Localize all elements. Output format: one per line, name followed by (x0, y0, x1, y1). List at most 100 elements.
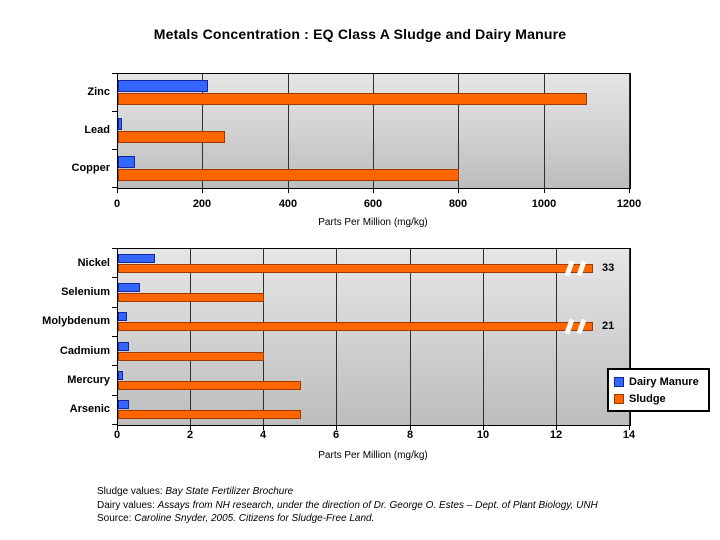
bar-dairy-manure-nickel (118, 254, 155, 263)
bar-value-label-molybdenum: 21 (602, 320, 615, 332)
x-tick-label-200: 200 (192, 198, 212, 210)
x-tick-8 (410, 426, 411, 430)
y-tick-4 (112, 365, 117, 366)
x-tick-1000 (544, 189, 545, 193)
y-tick-2 (112, 307, 117, 308)
x-tick-label-4: 4 (259, 429, 267, 441)
bar-dairy-manure-selenium (118, 283, 140, 292)
gridline-x-600 (373, 74, 374, 188)
x-tick-4 (263, 426, 264, 430)
x-tick-label-2: 2 (186, 429, 194, 441)
bar-dairy-manure-cadmium (118, 342, 129, 351)
bar-dairy-manure-copper (118, 156, 135, 168)
category-label-zinc: Zinc (87, 86, 110, 98)
x-tick-label-14: 14 (622, 429, 636, 441)
bar-sludge-zinc (118, 93, 587, 105)
legend-marker-dairy-manure (614, 376, 624, 387)
gridline-x-4 (263, 249, 264, 425)
x-tick-label-1000: 1000 (531, 198, 557, 210)
footnote-segment: Caroline Snyder, 2005. Citizens for Slud… (134, 513, 375, 524)
footnote-segment: Dairy values: (97, 499, 158, 511)
y-tick-3 (112, 187, 117, 188)
footnote-line-1: Sludge values: Bay State Fertilizer Broc… (97, 485, 598, 499)
bar-sludge-arsenic (118, 410, 301, 419)
footnote-segment: Assays from NH research, under the direc… (157, 499, 598, 511)
legend-item-dairy-manure: Dairy Manure (614, 373, 699, 390)
gridline-x-6 (336, 249, 337, 425)
category-label-cadmium: Cadmium (59, 345, 110, 357)
bar-value-label-nickel: 33 (602, 262, 615, 274)
gridline-x-1000 (544, 74, 545, 188)
y-tick-1 (112, 277, 117, 278)
bar-sludge-nickel (118, 264, 593, 273)
legend-label-sludge: Sludge (629, 392, 666, 405)
y-tick-0 (112, 73, 117, 74)
figure-title: Metals Concentration : EQ Class A Sludge… (153, 26, 567, 42)
x-tick-label-12: 12 (549, 429, 563, 441)
gridline-x-2 (190, 249, 191, 425)
x-tick-14 (629, 426, 630, 430)
bar-dairy-manure-arsenic (118, 400, 129, 409)
x-tick-6 (336, 426, 337, 430)
y-tick-5 (112, 395, 117, 396)
gridline-x-14 (629, 249, 630, 425)
footnote-segment: Bay State Fertilizer Brochure (165, 486, 294, 497)
x-tick-0 (117, 189, 118, 193)
y-tick-3 (112, 336, 117, 337)
bar-dairy-manure-zinc (118, 80, 208, 92)
y-tick-0 (112, 248, 117, 249)
x-tick-1200 (629, 189, 630, 193)
category-label-selenium: Selenium (61, 286, 110, 298)
y-tick-2 (112, 149, 117, 150)
x-tick-label-6: 6 (332, 429, 340, 441)
x-tick-800 (458, 189, 459, 193)
y-tick-1 (112, 111, 117, 112)
x-tick-12 (556, 426, 557, 430)
category-label-arsenic: Arsenic (69, 403, 110, 415)
bar-sludge-selenium (118, 293, 264, 302)
gridline-x-12 (556, 249, 557, 425)
bar-dairy-manure-lead (118, 118, 122, 130)
bar-sludge-molybdenum (118, 322, 593, 331)
x-tick-label-0: 0 (113, 198, 121, 210)
bar-sludge-lead (118, 131, 225, 143)
y-tick-6 (112, 424, 117, 425)
gridline-x-800 (458, 74, 459, 188)
x-tick-0 (117, 426, 118, 430)
bar-sludge-cadmium (118, 352, 264, 361)
x-tick-200 (202, 189, 203, 193)
x-tick-label-400: 400 (278, 198, 298, 210)
category-label-lead: Lead (84, 124, 110, 136)
x-tick-label-1200: 1200 (616, 198, 642, 210)
bar-dairy-manure-mercury (118, 371, 123, 380)
metals-chart-top-x-axis-title: Parts Per Million (mg/kg) (318, 217, 428, 228)
gridline-x-8 (410, 249, 411, 425)
metals-chart-bottom-plot-area (117, 248, 631, 426)
footnote-segment: Sludge values: (97, 486, 166, 497)
bar-sludge-mercury (118, 381, 301, 390)
metals-chart-bottom-x-axis-title: Parts Per Million (mg/kg) (318, 450, 428, 461)
category-label-mercury: Mercury (67, 374, 110, 386)
footnote-segment: Source: (97, 513, 135, 524)
x-tick-label-800: 800 (448, 198, 468, 210)
category-label-molybdenum: Molybdenum (42, 315, 110, 327)
gridline-x-1200 (629, 74, 630, 188)
x-tick-label-10: 10 (476, 429, 490, 441)
footnotes: Sludge values: Bay State Fertilizer Broc… (97, 485, 598, 526)
legend: Dairy Manure Sludge (607, 368, 710, 412)
legend-label-dairy-manure: Dairy Manure (629, 375, 699, 388)
footnote-line-2: Dairy values: Assays from NH research, u… (97, 499, 598, 513)
gridline-x-10 (483, 249, 484, 425)
legend-item-sludge: Sludge (614, 390, 699, 407)
x-tick-label-8: 8 (406, 429, 414, 441)
footnote-line-3: Source: Caroline Snyder, 2005. Citizens … (97, 512, 598, 526)
x-tick-label-600: 600 (363, 198, 383, 210)
x-tick-10 (483, 426, 484, 430)
x-tick-label-0: 0 (113, 429, 121, 441)
bar-dairy-manure-molybdenum (118, 312, 127, 321)
category-label-copper: Copper (71, 162, 111, 174)
x-tick-2 (190, 426, 191, 430)
x-tick-600 (373, 189, 374, 193)
bar-sludge-copper (118, 169, 459, 181)
